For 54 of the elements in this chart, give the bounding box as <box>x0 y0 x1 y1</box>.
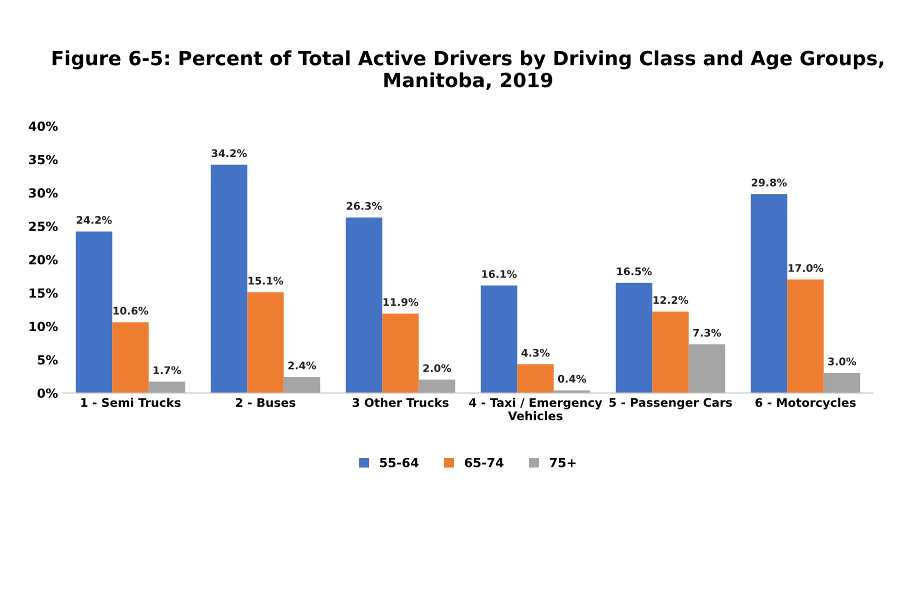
data-label: 16.5% <box>617 267 652 276</box>
x-tick-label: 6 - Motorcycles <box>755 398 856 410</box>
data-label: 4.3% <box>522 348 550 357</box>
bar <box>517 364 554 393</box>
x-tick-label: 2 - Buses <box>236 398 296 407</box>
x-tick-label: 5 - Passenger Cars <box>609 398 732 410</box>
data-label: 12.2% <box>654 296 688 304</box>
data-label: 34.2% <box>212 149 247 158</box>
y-tick-label: 35% <box>29 154 58 164</box>
bar <box>76 231 112 393</box>
bar <box>480 286 518 393</box>
data-label: 24.2% <box>76 216 112 224</box>
data-label: 0.4% <box>558 374 586 383</box>
legend-label: 55-64 <box>380 458 418 468</box>
data-label: 10.6% <box>114 306 148 315</box>
y-tick-label: 5% <box>38 355 58 365</box>
y-tick-label: 20% <box>29 254 58 264</box>
bar <box>210 164 248 393</box>
bar <box>824 372 860 393</box>
y-tick-label: 30% <box>29 188 58 198</box>
bar <box>382 314 419 393</box>
data-label: 26.3% <box>346 202 382 210</box>
bar <box>787 280 824 393</box>
x-tick-label: 3 Other Trucks <box>352 398 449 407</box>
bar <box>750 194 788 393</box>
bar <box>112 322 149 393</box>
x-tick-label: 1 - Semi Trucks <box>81 398 181 407</box>
legend-label: 65-74 <box>464 458 504 468</box>
bar <box>247 292 284 393</box>
bar <box>652 312 689 393</box>
data-label: 7.3% <box>693 328 722 337</box>
chart-title: Figure 6-5: Percent of Total Active Drivers by Driving Class and Age Groups, Manitoba, 2019 <box>52 50 884 90</box>
bar <box>284 376 320 393</box>
data-label: 29.8% <box>752 178 787 187</box>
data-label: 1.7% <box>154 366 182 374</box>
x-tick-label: 4 - Taxi / Emergency Vehicles <box>469 398 602 420</box>
bar <box>148 382 186 393</box>
data-label: 16.1% <box>482 270 517 278</box>
data-label: 3.0% <box>828 358 856 366</box>
data-label: 2.4% <box>288 362 316 370</box>
bar <box>418 380 456 393</box>
data-label: 11.9% <box>384 298 418 306</box>
bar <box>616 282 652 393</box>
y-tick-label: 0% <box>38 388 58 398</box>
data-label: 2.0% <box>423 364 452 372</box>
y-tick-label: 25% <box>29 222 58 232</box>
legend-label: 75+ <box>550 458 576 468</box>
y-tick-label: 10% <box>30 322 58 332</box>
bar <box>688 344 726 393</box>
data-label: 17.0% <box>788 264 824 272</box>
y-tick-label: 15% <box>30 288 58 298</box>
bar <box>346 217 382 393</box>
y-tick-label: 40% <box>28 121 58 131</box>
data-label: 15.1% <box>248 276 284 285</box>
